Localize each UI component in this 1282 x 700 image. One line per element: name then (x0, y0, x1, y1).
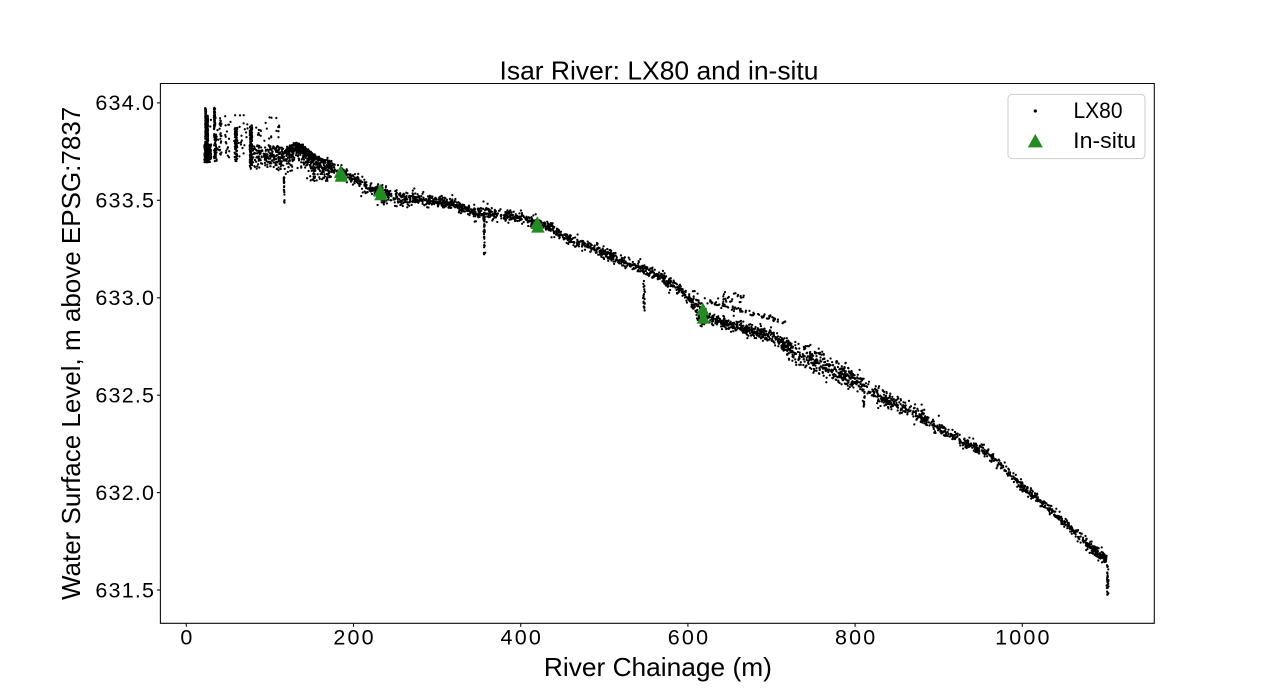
svg-text:633.5: 633.5 (95, 189, 155, 213)
svg-text:Isar River: LX80 and in-situ: Isar River: LX80 and in-situ (500, 56, 819, 86)
svg-text:600: 600 (668, 626, 710, 650)
svg-text:633.0: 633.0 (95, 286, 155, 310)
svg-text:In-situ: In-situ (1073, 128, 1136, 153)
svg-text:634.0: 634.0 (95, 91, 155, 115)
svg-text:631.5: 631.5 (95, 578, 155, 602)
svg-text:0: 0 (180, 626, 194, 650)
svg-text:800: 800 (835, 626, 877, 650)
svg-text:1000: 1000 (995, 626, 1052, 650)
svg-text:River Chainage (m): River Chainage (m) (544, 652, 772, 682)
svg-text:Water Surface Level, m above E: Water Surface Level, m above EPSG:7837 (56, 107, 86, 600)
svg-text:632.5: 632.5 (95, 384, 155, 408)
svg-text:400: 400 (501, 626, 543, 650)
svg-text:632.0: 632.0 (95, 481, 155, 505)
svg-text:200: 200 (333, 626, 375, 650)
svg-text:LX80: LX80 (1074, 98, 1123, 123)
